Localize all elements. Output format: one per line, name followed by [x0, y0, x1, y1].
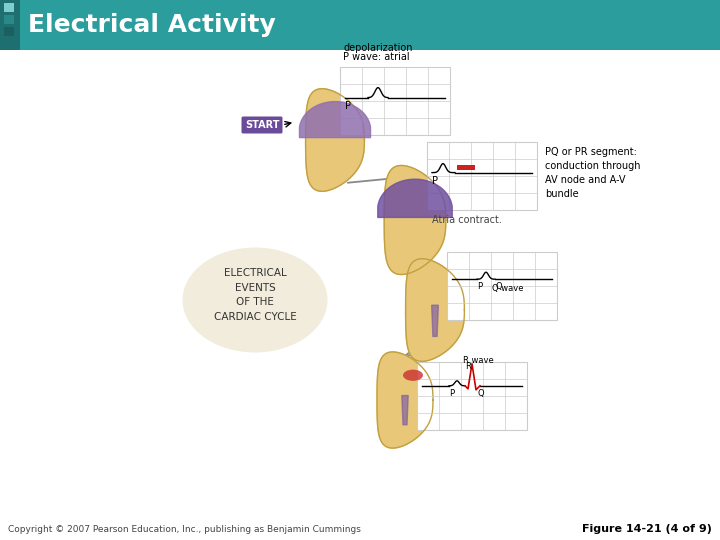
Bar	[4, 27, 14, 36]
Bar	[417, 362, 527, 430]
Polygon shape	[305, 89, 364, 191]
Polygon shape	[378, 179, 452, 218]
Text: Q: Q	[477, 389, 484, 398]
Ellipse shape	[182, 247, 328, 353]
Text: Figure 14-21 (4 of 9): Figure 14-21 (4 of 9)	[582, 524, 712, 534]
Bar	[4, 3, 14, 12]
Text: P wave: atrial: P wave: atrial	[343, 52, 410, 62]
Bar	[427, 142, 537, 210]
Text: R wave: R wave	[463, 356, 494, 365]
Text: P: P	[345, 100, 351, 111]
Polygon shape	[377, 352, 433, 448]
Bar	[457, 165, 475, 170]
Polygon shape	[300, 102, 371, 138]
Polygon shape	[402, 395, 408, 425]
Ellipse shape	[403, 369, 423, 381]
Text: PQ or PR segment:
conduction through
AV node and A-V
bundle: PQ or PR segment: conduction through AV …	[545, 147, 641, 199]
Text: P: P	[477, 282, 482, 291]
Text: P: P	[432, 176, 438, 186]
Text: Copyright © 2007 Pearson Education, Inc., publishing as Benjamin Cummings: Copyright © 2007 Pearson Education, Inc.…	[8, 525, 361, 534]
Bar	[447, 252, 557, 320]
Polygon shape	[384, 165, 446, 274]
Bar	[0, 0, 20, 50]
Text: Atria contract.: Atria contract.	[432, 215, 502, 225]
Text: R: R	[465, 362, 471, 371]
Text: P: P	[449, 389, 454, 398]
FancyBboxPatch shape	[241, 117, 282, 133]
Bar	[4, 15, 14, 24]
Polygon shape	[405, 259, 464, 361]
Text: depolarization: depolarization	[343, 43, 413, 53]
Text: ELECTRICAL
EVENTS
OF THE
CARDIAC CYCLE: ELECTRICAL EVENTS OF THE CARDIAC CYCLE	[214, 268, 297, 322]
Text: Q wave: Q wave	[492, 284, 523, 293]
Text: Electrical Activity: Electrical Activity	[28, 13, 276, 37]
Text: START: START	[245, 120, 279, 130]
Bar	[0, 0, 720, 50]
Bar	[340, 67, 450, 135]
Polygon shape	[432, 305, 438, 336]
Text: Q: Q	[495, 282, 502, 291]
